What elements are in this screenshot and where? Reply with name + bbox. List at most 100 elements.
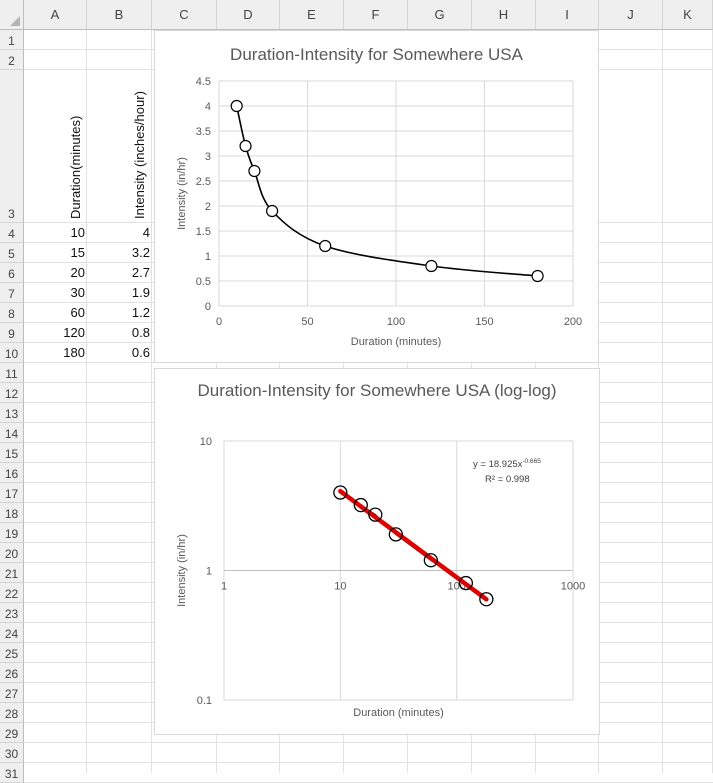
row-header-18[interactable]: 18 bbox=[0, 503, 24, 523]
gridline-vertical bbox=[86, 30, 87, 773]
trendline-r2: R² = 0.998 bbox=[485, 474, 530, 485]
column-header-i[interactable]: I bbox=[536, 0, 599, 30]
row-header-16[interactable]: 16 bbox=[0, 463, 24, 483]
column-header-b[interactable]: B bbox=[87, 0, 152, 30]
row-header-12[interactable]: 12 bbox=[0, 383, 24, 403]
y-tick-label: 4.5 bbox=[196, 76, 211, 88]
select-all-corner[interactable] bbox=[0, 0, 24, 30]
y-tick-label: 0.1 bbox=[197, 695, 212, 707]
cell-duration-value[interactable]: 20 bbox=[70, 265, 85, 280]
gridline-vertical bbox=[662, 30, 663, 773]
x-tick-label: 50 bbox=[301, 316, 313, 328]
data-point bbox=[319, 239, 332, 253]
row-header-17[interactable]: 17 bbox=[0, 483, 24, 503]
row-header-19[interactable]: 19 bbox=[0, 523, 24, 543]
cell-intensity-value[interactable]: 1.2 bbox=[131, 305, 150, 320]
y-tick-label: 0 bbox=[205, 301, 211, 313]
chart-linear[interactable]: Duration-Intensity for Somewhere USA 0 0.… bbox=[154, 30, 599, 363]
row-header-8[interactable]: 8 bbox=[0, 303, 24, 323]
row-header-3[interactable]: 3 bbox=[0, 70, 24, 223]
chart-loglog[interactable]: Duration-Intensity for Somewhere USA (lo… bbox=[154, 368, 600, 735]
cell-intensity-value[interactable]: 0.8 bbox=[131, 325, 150, 340]
data-point bbox=[425, 259, 438, 273]
row-header-28[interactable]: 28 bbox=[0, 703, 24, 723]
row-header-9[interactable]: 9 bbox=[0, 323, 24, 343]
x-tick-label: 150 bbox=[475, 316, 493, 328]
row-header-25[interactable]: 25 bbox=[0, 643, 24, 663]
row-header-31[interactable]: 31 bbox=[0, 763, 24, 783]
cell-intensity-value[interactable]: 3.2 bbox=[131, 245, 150, 260]
data-point bbox=[479, 592, 494, 607]
row-header-5[interactable]: 5 bbox=[0, 243, 24, 263]
row-header-6[interactable]: 6 bbox=[0, 263, 24, 283]
x-tick-label: 1000 bbox=[561, 581, 585, 593]
row-header-29[interactable]: 29 bbox=[0, 723, 24, 743]
y-tick-label: 1 bbox=[206, 566, 212, 578]
y-tick-label: 2 bbox=[205, 201, 211, 213]
column-header-f[interactable]: F bbox=[344, 0, 408, 30]
cell-duration-value[interactable]: 180 bbox=[63, 345, 85, 360]
column-header-h[interactable]: H bbox=[472, 0, 536, 30]
x-tick-label: 0 bbox=[216, 316, 222, 328]
row-header-22[interactable]: 22 bbox=[0, 583, 24, 603]
select-all-triangle-icon bbox=[10, 16, 20, 26]
column-header-k[interactable]: K bbox=[663, 0, 713, 30]
column-header-j[interactable]: J bbox=[599, 0, 663, 30]
data-point bbox=[531, 269, 544, 283]
cell-intensity-value[interactable]: 4 bbox=[142, 225, 150, 240]
column-header-g[interactable]: G bbox=[408, 0, 472, 30]
x-axis-title: Duration (minutes) bbox=[353, 707, 443, 719]
data-point bbox=[239, 139, 252, 153]
data-point bbox=[423, 553, 439, 568]
row-header-30[interactable]: 30 bbox=[0, 743, 24, 763]
row-header-21[interactable]: 21 bbox=[0, 563, 24, 583]
data-point bbox=[388, 527, 403, 542]
row-header-14[interactable]: 14 bbox=[0, 423, 24, 443]
row-header-1[interactable]: 1 bbox=[0, 30, 24, 50]
row-header-7[interactable]: 7 bbox=[0, 283, 24, 303]
chart-loglog-title: Duration-Intensity for Somewhere USA (lo… bbox=[197, 381, 557, 400]
cell-intensity-value[interactable]: 2.7 bbox=[131, 265, 150, 280]
y-tick-label: 1 bbox=[205, 251, 211, 263]
cell-duration-value[interactable]: 120 bbox=[63, 325, 85, 340]
data-point bbox=[248, 164, 261, 178]
column-header-a[interactable]: A bbox=[24, 0, 87, 30]
row-header-4[interactable]: 4 bbox=[0, 223, 24, 243]
y-axis-title: Intensity (in/hr) bbox=[176, 157, 188, 230]
row-header-15[interactable]: 15 bbox=[0, 443, 24, 463]
cell-b3-intensity-header[interactable]: Intensity (inches/hour) bbox=[132, 91, 147, 219]
cell-duration-value[interactable]: 30 bbox=[70, 285, 85, 300]
x-tick-label: 10 bbox=[334, 581, 346, 593]
cell-a3-duration-header[interactable]: Duration(minutes) bbox=[68, 115, 83, 219]
column-header-e[interactable]: E bbox=[280, 0, 344, 30]
row-header-27[interactable]: 27 bbox=[0, 683, 24, 703]
data-point bbox=[353, 497, 368, 513]
cell-duration-value[interactable]: 15 bbox=[70, 245, 85, 260]
row-header-10[interactable]: 10 bbox=[0, 343, 24, 363]
trendline bbox=[338, 488, 489, 602]
x-tick-label: 200 bbox=[564, 316, 582, 328]
cell-duration-value[interactable]: 10 bbox=[70, 225, 85, 240]
data-point bbox=[230, 99, 243, 113]
cell-intensity-value[interactable]: 0.6 bbox=[131, 345, 150, 360]
row-header-2[interactable]: 2 bbox=[0, 50, 24, 70]
row-header-20[interactable]: 20 bbox=[0, 543, 24, 563]
data-point bbox=[458, 575, 474, 591]
trendline-equation: y = 18.925x-0.665 bbox=[473, 458, 541, 470]
row-header-23[interactable]: 23 bbox=[0, 603, 24, 623]
y-tick-label: 1.5 bbox=[196, 226, 211, 238]
cell-intensity-value[interactable]: 1.9 bbox=[131, 285, 150, 300]
y-tick-label: 2.5 bbox=[196, 176, 211, 188]
x-tick-label: 1 bbox=[221, 581, 227, 593]
column-header-d[interactable]: D bbox=[217, 0, 280, 30]
y-tick-label: 10 bbox=[200, 436, 212, 448]
row-header-11[interactable]: 11 bbox=[0, 363, 24, 383]
column-header-c[interactable]: C bbox=[152, 0, 217, 30]
y-tick-label: 3 bbox=[205, 151, 211, 163]
row-header-13[interactable]: 13 bbox=[0, 403, 24, 423]
row-header-26[interactable]: 26 bbox=[0, 663, 24, 683]
data-point bbox=[368, 507, 383, 522]
row-header-24[interactable]: 24 bbox=[0, 623, 24, 643]
cell-duration-value[interactable]: 60 bbox=[70, 305, 85, 320]
